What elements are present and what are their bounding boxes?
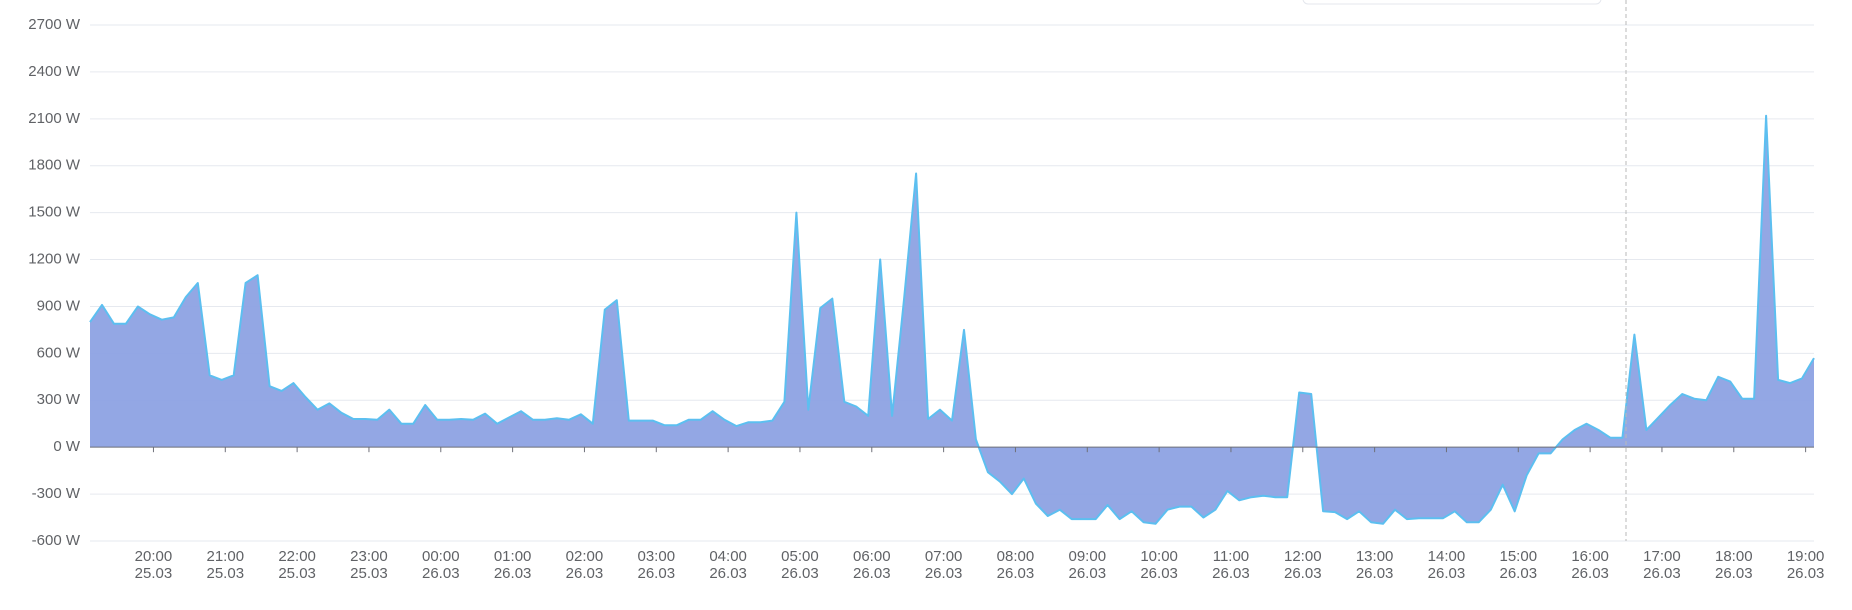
x-tick-label: 26.03: [709, 565, 747, 582]
y-tick-label: 900 W: [37, 297, 81, 314]
x-tick-label: 08:00: [997, 548, 1035, 565]
x-tick-label: 26.03: [566, 565, 604, 582]
x-tick-label: 14:00: [1428, 548, 1466, 565]
x-tick-label: 06:00: [853, 548, 891, 565]
x-tick-label: 25.03: [207, 565, 245, 582]
x-tick-label: 26.03: [997, 565, 1035, 582]
x-tick-label: 12:00: [1284, 548, 1322, 565]
x-tick-label: 02:00: [566, 548, 604, 565]
y-tick-label: 1200 W: [28, 251, 81, 268]
y-tick-label: 0 W: [53, 438, 81, 455]
x-tick-label: 15:00: [1500, 548, 1538, 565]
x-tick-label: 01:00: [494, 548, 532, 565]
x-tick-label: 26.03: [1140, 565, 1178, 582]
x-tick-label: 18:00: [1715, 548, 1753, 565]
x-tick-label: 26.03: [422, 565, 460, 582]
area-line: [89, 114, 1815, 525]
x-tick-label: 26.03: [925, 565, 963, 582]
grid: [90, 24, 1814, 542]
x-tick-label: 13:00: [1356, 548, 1394, 565]
x-tick-label: 07:00: [925, 548, 963, 565]
x-tick-label: 16:00: [1571, 548, 1609, 565]
area-fill: [90, 115, 1814, 524]
x-tick-label: 26.03: [1571, 565, 1609, 582]
y-tick-label: -600 W: [32, 532, 81, 549]
x-tick-label: 26.03: [1428, 565, 1466, 582]
x-tick-label: 09:00: [1069, 548, 1107, 565]
x-tick-label: 26.03: [1643, 565, 1681, 582]
y-tick-label: -300 W: [32, 485, 81, 502]
x-tick-label: 22:00: [278, 548, 316, 565]
x-tick-label: 21:00: [207, 548, 245, 565]
x-tick-label: 03:00: [638, 548, 676, 565]
x-tick-label: 26.03: [1787, 565, 1825, 582]
x-tick-label: 11:00: [1213, 548, 1249, 565]
y-tick-label: 600 W: [37, 344, 81, 361]
x-tick-label: 17:00: [1643, 548, 1681, 565]
x-tick-label: 26.03: [1284, 565, 1322, 582]
y-tick-label: 300 W: [37, 391, 81, 408]
x-tick-label: 23:00: [350, 548, 388, 565]
x-tick-label: 20:00: [135, 548, 173, 565]
x-tick-label: 25.03: [278, 565, 316, 582]
x-tick-label: 26.03: [1212, 565, 1250, 582]
x-tick-label: 05:00: [781, 548, 819, 565]
x-tick-label: 19:00: [1787, 548, 1825, 565]
x-tick-label: 26.03: [853, 565, 891, 582]
tooltip-edge: [1302, 0, 1602, 5]
x-tick-label: 26.03: [781, 565, 819, 582]
axes: -600 W -300 W 0 W 300 W 600 W 900 W 1200 W 1500…: [28, 16, 1824, 582]
y-tick-label: 2400 W: [28, 63, 81, 80]
y-tick-label: 2700 W: [28, 16, 81, 33]
x-tick-label: 25.03: [135, 565, 173, 582]
x-tick-label: 26.03: [1715, 565, 1753, 582]
x-tick-label: 25.03: [350, 565, 388, 582]
x-tick-label: 00:00: [422, 548, 460, 565]
x-tick-label: 04:00: [709, 548, 747, 565]
x-tick-label: 10:00: [1140, 548, 1178, 565]
y-tick-label: 2100 W: [28, 110, 81, 127]
y-tick-label: 1500 W: [28, 204, 81, 221]
x-tick-label: 26.03: [1500, 565, 1538, 582]
y-tick-label: 1800 W: [28, 157, 81, 174]
x-tick-label: 26.03: [638, 565, 676, 582]
x-tick-label: 26.03: [1069, 565, 1107, 582]
x-tick-label: 26.03: [1356, 565, 1394, 582]
plot: [89, 114, 1815, 525]
x-tick-label: 26.03: [494, 565, 532, 582]
